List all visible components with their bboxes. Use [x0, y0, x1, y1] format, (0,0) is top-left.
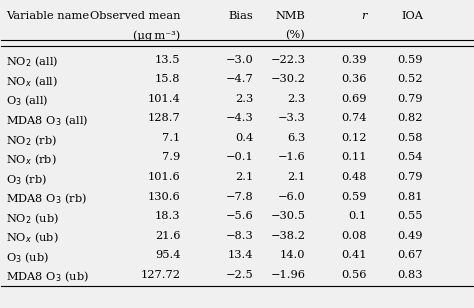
Text: 2.1: 2.1	[287, 172, 305, 182]
Text: 0.48: 0.48	[341, 172, 366, 182]
Text: −1.6: −1.6	[278, 152, 305, 163]
Text: 0.11: 0.11	[341, 152, 366, 163]
Text: MDA8 O$_3$ (rb): MDA8 O$_3$ (rb)	[6, 192, 87, 206]
Text: −0.1: −0.1	[226, 152, 254, 163]
Text: −7.8: −7.8	[226, 192, 254, 201]
Text: NO$_2$ (all): NO$_2$ (all)	[6, 55, 58, 69]
Text: 6.3: 6.3	[287, 133, 305, 143]
Text: 7.1: 7.1	[162, 133, 181, 143]
Text: 0.52: 0.52	[398, 74, 423, 84]
Text: −30.5: −30.5	[270, 211, 305, 221]
Text: 0.82: 0.82	[398, 113, 423, 124]
Text: 13.5: 13.5	[155, 55, 181, 65]
Text: 0.39: 0.39	[341, 55, 366, 65]
Text: −4.7: −4.7	[226, 74, 254, 84]
Text: 127.72: 127.72	[140, 270, 181, 280]
Text: 0.79: 0.79	[398, 94, 423, 104]
Text: 95.4: 95.4	[155, 250, 181, 260]
Text: 0.36: 0.36	[341, 74, 366, 84]
Text: 101.4: 101.4	[148, 94, 181, 104]
Text: 0.54: 0.54	[398, 152, 423, 163]
Text: 2.3: 2.3	[235, 94, 254, 104]
Text: NO$_x$ (all): NO$_x$ (all)	[6, 74, 58, 89]
Text: −1.96: −1.96	[270, 270, 305, 280]
Text: NO$_2$ (rb): NO$_2$ (rb)	[6, 133, 57, 148]
Text: 2.1: 2.1	[235, 172, 254, 182]
Text: O$_3$ (rb): O$_3$ (rb)	[6, 172, 47, 187]
Text: −22.3: −22.3	[270, 55, 305, 65]
Text: 0.59: 0.59	[341, 192, 366, 201]
Text: Variable name: Variable name	[6, 10, 89, 21]
Text: NMB: NMB	[275, 10, 305, 21]
Text: 21.6: 21.6	[155, 231, 181, 241]
Text: (μg m⁻³): (μg m⁻³)	[133, 30, 181, 41]
Text: −5.6: −5.6	[226, 211, 254, 221]
Text: 0.55: 0.55	[398, 211, 423, 221]
Text: 0.74: 0.74	[341, 113, 366, 124]
Text: −2.5: −2.5	[226, 270, 254, 280]
Text: 0.69: 0.69	[341, 94, 366, 104]
Text: r: r	[361, 10, 366, 21]
Text: 101.6: 101.6	[148, 172, 181, 182]
Text: 0.81: 0.81	[398, 192, 423, 201]
Text: −4.3: −4.3	[226, 113, 254, 124]
Text: 0.58: 0.58	[398, 133, 423, 143]
Text: −3.0: −3.0	[226, 55, 254, 65]
Text: 0.12: 0.12	[341, 133, 366, 143]
Text: 15.8: 15.8	[155, 74, 181, 84]
Text: 0.08: 0.08	[341, 231, 366, 241]
Text: Observed mean: Observed mean	[90, 10, 181, 21]
Text: 0.59: 0.59	[398, 55, 423, 65]
Text: 0.41: 0.41	[341, 250, 366, 260]
Text: 0.56: 0.56	[341, 270, 366, 280]
Text: −8.3: −8.3	[226, 231, 254, 241]
Text: −30.2: −30.2	[270, 74, 305, 84]
Text: NO$_x$ (rb): NO$_x$ (rb)	[6, 152, 57, 167]
Text: 13.4: 13.4	[228, 250, 254, 260]
Text: 0.83: 0.83	[398, 270, 423, 280]
Text: 18.3: 18.3	[155, 211, 181, 221]
Text: NO$_2$ (ub): NO$_2$ (ub)	[6, 211, 59, 226]
Text: 0.4: 0.4	[235, 133, 254, 143]
Text: 7.9: 7.9	[162, 152, 181, 163]
Text: 0.79: 0.79	[398, 172, 423, 182]
Text: 128.7: 128.7	[148, 113, 181, 124]
Text: O$_3$ (ub): O$_3$ (ub)	[6, 250, 49, 265]
Text: O$_3$ (all): O$_3$ (all)	[6, 94, 48, 108]
Text: −3.3: −3.3	[278, 113, 305, 124]
Text: 0.1: 0.1	[348, 211, 366, 221]
Text: 14.0: 14.0	[280, 250, 305, 260]
Text: 130.6: 130.6	[148, 192, 181, 201]
Text: 2.3: 2.3	[287, 94, 305, 104]
Text: Bias: Bias	[229, 10, 254, 21]
Text: 0.67: 0.67	[398, 250, 423, 260]
Text: −6.0: −6.0	[278, 192, 305, 201]
Text: IOA: IOA	[401, 10, 423, 21]
Text: MDA8 O$_3$ (all): MDA8 O$_3$ (all)	[6, 113, 89, 128]
Text: (%): (%)	[285, 30, 305, 41]
Text: MDA8 O$_3$ (ub): MDA8 O$_3$ (ub)	[6, 270, 89, 284]
Text: NO$_x$ (ub): NO$_x$ (ub)	[6, 231, 59, 245]
Text: −38.2: −38.2	[270, 231, 305, 241]
Text: 0.49: 0.49	[398, 231, 423, 241]
